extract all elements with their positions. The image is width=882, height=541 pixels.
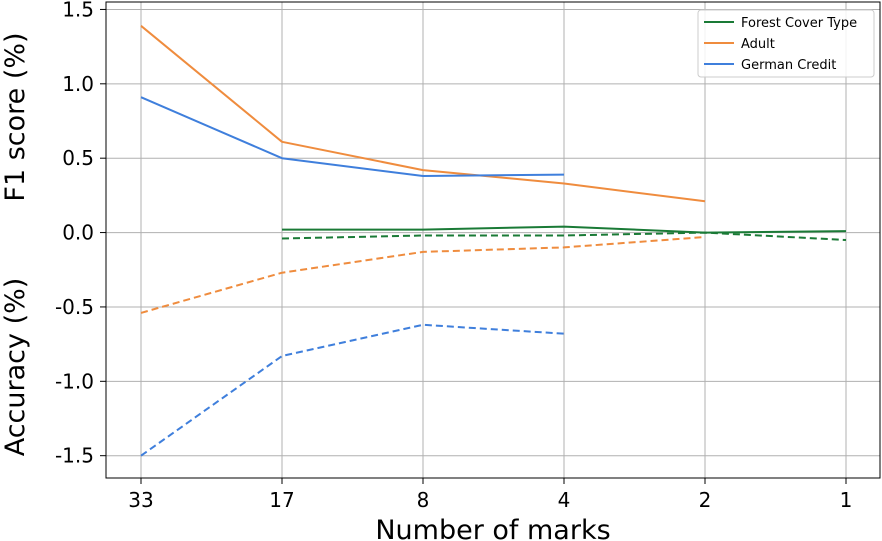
x-tick-label: 4	[558, 488, 571, 512]
y-tick-layer: 1.5 1.0 0.5 0.0 -0.5 -1.0 -1.5	[55, 0, 106, 468]
x-tick-label: 8	[417, 488, 430, 512]
y-tick-label: 0.5	[62, 146, 94, 170]
series-line-forest-cover-type-f1	[282, 225, 847, 234]
x-tick-label: 1	[840, 488, 853, 512]
x-tick-label: 17	[269, 488, 294, 512]
legend: Forest Cover Type Adult German Credit	[697, 9, 875, 78]
legend-box	[697, 9, 875, 78]
series-layer	[140, 25, 847, 457]
series-line-forest-cover-type-accuracy	[281, 231, 847, 241]
y-axis-title-upper: F1 score (%)	[0, 32, 31, 201]
series-line-german-credit-accuracy	[140, 323, 565, 457]
series-line-adult-accuracy	[140, 236, 706, 314]
legend-label-german-credit: German Credit	[741, 58, 836, 73]
y-axis-title-lower: Accuracy (%)	[0, 278, 31, 457]
legend-label-adult: Adult	[741, 37, 775, 52]
y-tick-label: -1.0	[55, 369, 94, 393]
y-tick-label: 0.0	[62, 221, 94, 245]
x-axis-title: Number of marks	[375, 515, 610, 541]
x-tick-label: 33	[128, 488, 153, 512]
y-tick-label: 1.5	[62, 0, 94, 21]
x-tick-layer: 33 17 8 4 2 1	[128, 478, 852, 512]
y-tick-label: -1.5	[55, 444, 94, 468]
legend-label-forest-cover-type: Forest Cover Type	[741, 16, 857, 31]
plot-frame	[105, 1, 881, 479]
y-tick-label: -0.5	[55, 295, 94, 319]
series-line-adult-f1	[140, 25, 706, 203]
x-tick-label: 2	[699, 488, 712, 512]
series-line-german-credit-f1	[140, 96, 565, 177]
y-tick-label: 1.0	[62, 72, 94, 96]
